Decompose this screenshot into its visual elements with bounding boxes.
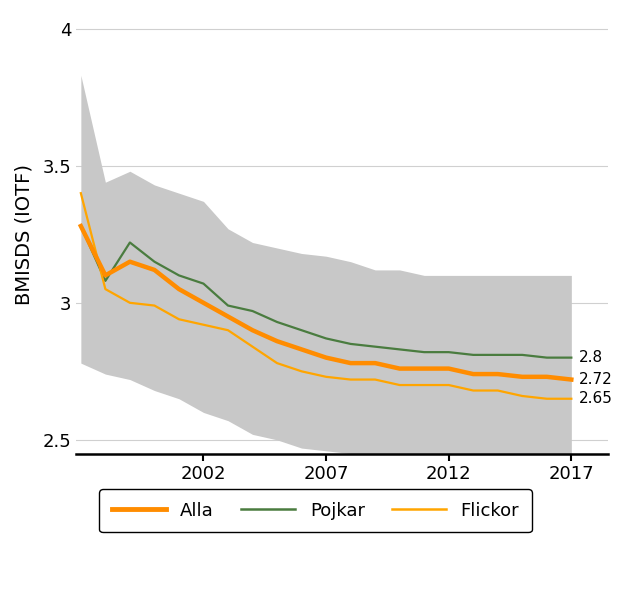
Y-axis label: BMISDS (IOTF): BMISDS (IOTF) — [15, 164, 34, 305]
X-axis label: Besöksår: Besöksår — [297, 492, 386, 511]
Legend: Alla, Pojkar, Flickor: Alla, Pojkar, Flickor — [99, 489, 532, 532]
Text: 2.72: 2.72 — [579, 372, 612, 387]
Text: 2.8: 2.8 — [579, 350, 603, 365]
Text: 2.65: 2.65 — [579, 391, 612, 406]
